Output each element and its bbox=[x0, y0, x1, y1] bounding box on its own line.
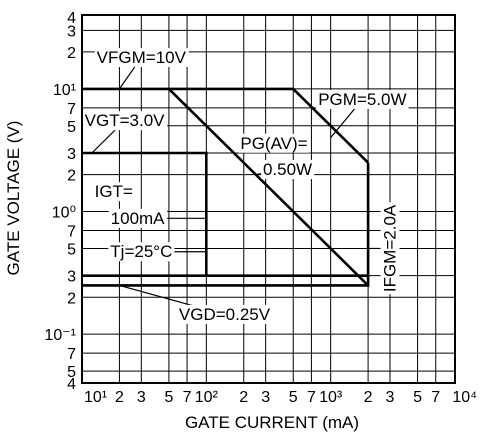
annotation-bg-6 bbox=[108, 208, 168, 228]
y-tick-label-1: 3 bbox=[67, 23, 76, 40]
annotation-7: Tj=25°C bbox=[108, 242, 175, 262]
x-tick-label-5: 10² bbox=[195, 389, 219, 406]
y-tick-label-10: 5 bbox=[67, 241, 76, 258]
grid bbox=[81, 14, 456, 384]
series-line-1 bbox=[167, 87, 370, 287]
plot-frame bbox=[81, 14, 456, 384]
tick-labels: 10¹ 2 3 5 7 10² 2 3 5 7 10³ 2 3 5 7 10⁴43210¹753210⁰753… bbox=[44, 10, 477, 406]
y-tick-label-2: 2 bbox=[67, 45, 76, 62]
y-tick-label-11: 3 bbox=[67, 269, 76, 286]
annotation-text-7: Tj=25°C bbox=[110, 242, 172, 261]
x-axis-label: GATE CURRENT (mA) bbox=[185, 413, 359, 432]
y-tick-label-0: 4 bbox=[67, 10, 76, 27]
annotation-text-5: IGT= bbox=[95, 182, 133, 201]
annotation-bg-8 bbox=[176, 304, 273, 324]
annotation-text-6: 100mA bbox=[111, 209, 166, 228]
x-tick-label-7: 3 bbox=[261, 389, 270, 406]
annotation-0: VFGM=10V bbox=[94, 48, 189, 68]
annotation-8: VGD=0.25V bbox=[176, 304, 273, 324]
annotations: VFGM=10V PGM=5.0W VGT=3.0V PG(AV)= 0.50W IGT=… bbox=[82, 48, 409, 324]
annotation-bg-5 bbox=[92, 182, 135, 202]
annotation-text-4: 0.50W bbox=[263, 160, 312, 179]
y-tick-label-5: 5 bbox=[67, 119, 76, 136]
annotation-bg-4 bbox=[260, 160, 315, 180]
y-tick-label-9: 7 bbox=[67, 224, 76, 241]
annotation-bg-1 bbox=[316, 89, 409, 109]
y-tick-label-7: 2 bbox=[67, 168, 76, 185]
x-tick-label-12: 3 bbox=[386, 389, 395, 406]
y-tick-label-13: 10⁻¹ bbox=[44, 327, 76, 344]
series-line-4 bbox=[82, 162, 370, 287]
x-tick-label-13: 5 bbox=[413, 389, 422, 406]
series-line-0 bbox=[82, 87, 370, 164]
annotation-5: IGT= bbox=[92, 182, 135, 202]
x-tick-label-4: 7 bbox=[183, 389, 192, 406]
annotation-bg-0 bbox=[94, 48, 189, 68]
y-axis-label: GATE VOLTAGE (V) bbox=[4, 121, 23, 276]
y-tick-label-14: 7 bbox=[67, 346, 76, 363]
annotation-1: PGM=5.0W bbox=[316, 89, 409, 109]
annotation-6: 100mA bbox=[108, 208, 168, 228]
annotation-4: 0.50W bbox=[260, 160, 315, 180]
x-tick-label-10: 10³ bbox=[319, 389, 343, 406]
y-tick-label-15: 5 bbox=[67, 364, 76, 381]
annotation-3: PG(AV)= bbox=[238, 133, 310, 153]
y-tick-label-6: 3 bbox=[67, 146, 76, 163]
x-tick-label-1: 2 bbox=[115, 389, 124, 406]
annotation-text-2: VGT=3.0V bbox=[85, 111, 166, 130]
y-tick-label-3: 10¹ bbox=[53, 82, 76, 99]
annotation-text-9: IFGM=2.0A bbox=[380, 204, 399, 292]
annotation-bg-2 bbox=[82, 111, 168, 131]
x-tick-label-2: 3 bbox=[137, 389, 146, 406]
annotation-text-1: PGM=5.0W bbox=[318, 90, 406, 109]
annotation-bg-7 bbox=[108, 242, 175, 262]
x-tick-label-3: 5 bbox=[164, 389, 173, 406]
x-tick-label-8: 5 bbox=[289, 389, 298, 406]
annotation-9: IFGM=2.0A bbox=[380, 202, 400, 295]
x-tick-label-6: 2 bbox=[239, 389, 248, 406]
annotation-2: VGT=3.0V bbox=[82, 111, 168, 131]
y-tick-label-16: 4 bbox=[67, 376, 76, 393]
y-tick-label-4: 7 bbox=[67, 101, 76, 118]
x-tick-label-14: 7 bbox=[431, 389, 440, 406]
series-group bbox=[82, 87, 370, 287]
series-line-2 bbox=[82, 151, 208, 276]
x-tick-label-15: 10⁴ bbox=[452, 389, 477, 406]
y-tick-label-12: 2 bbox=[67, 290, 76, 307]
annotation-text-8: VGD=0.25V bbox=[179, 305, 271, 324]
y-tick-label-8: 10⁰ bbox=[52, 205, 76, 222]
annotation-bg-3 bbox=[238, 133, 310, 153]
x-tick-label-11: 2 bbox=[364, 389, 373, 406]
x-tick-label-0: 10¹ bbox=[84, 389, 107, 406]
annotation-text-0: VFGM=10V bbox=[97, 48, 187, 67]
x-tick-label-9: 7 bbox=[307, 389, 316, 406]
annotation-bg-9 bbox=[380, 202, 400, 295]
annotation-text-3: PG(AV)= bbox=[240, 134, 307, 153]
